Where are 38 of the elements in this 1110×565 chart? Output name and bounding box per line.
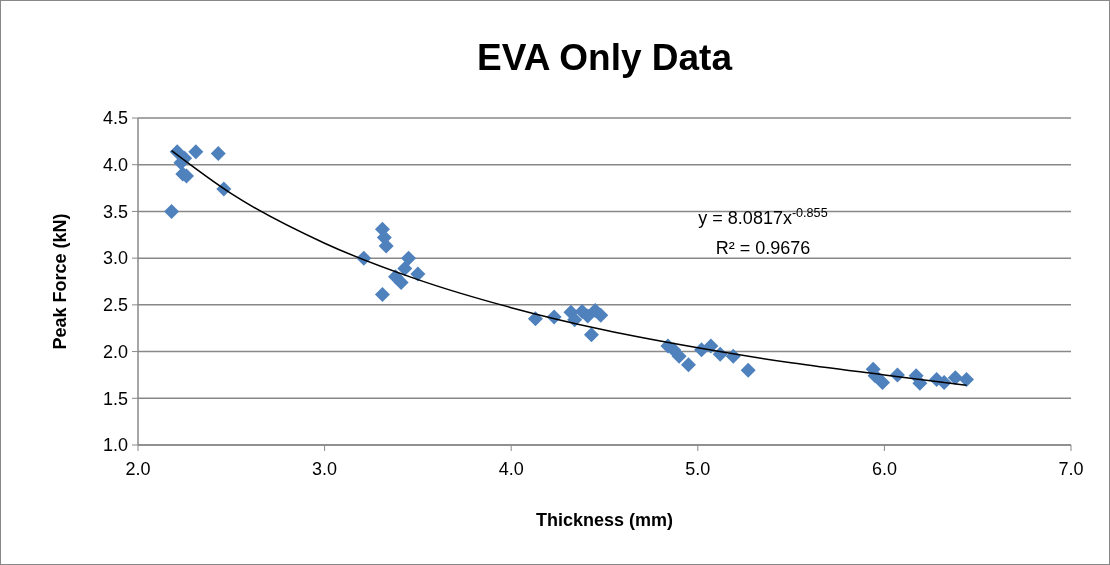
- point: [410, 266, 426, 282]
- y-axis-title: Peak Force (kN): [50, 213, 70, 350]
- x-tick-label: 5.0: [685, 459, 711, 479]
- point: [583, 327, 599, 343]
- y-tick-label: 3.5: [102, 201, 128, 222]
- point: [378, 238, 394, 254]
- point: [374, 287, 390, 303]
- x-tick-label: 7.0: [1058, 459, 1084, 479]
- point: [593, 307, 609, 323]
- point: [875, 374, 891, 390]
- point: [188, 144, 204, 160]
- chart-title: EVA Only Data: [477, 37, 733, 78]
- point: [947, 370, 963, 386]
- point: [210, 146, 226, 161]
- y-tick-label: 1.0: [102, 435, 128, 456]
- point: [959, 372, 974, 388]
- annotation: y = 8.0817x$^{-0.855}$: [698, 206, 828, 228]
- point: [671, 348, 687, 364]
- x-tick-label: 2.0: [125, 459, 151, 479]
- y-tick-label: 1.5: [102, 388, 128, 409]
- annotation: R² = 0.9676: [715, 238, 811, 258]
- point: [393, 274, 409, 290]
- x-axis-title: Thickness (mm): [535, 510, 674, 530]
- x-tick-label: 3.0: [312, 459, 338, 479]
- x-tick-label: 4.0: [498, 459, 524, 479]
- point: [164, 203, 180, 219]
- y-tick-label: 4.0: [102, 155, 128, 176]
- point: [703, 338, 719, 354]
- point: [680, 357, 696, 373]
- point: [527, 311, 543, 327]
- point: [401, 250, 417, 266]
- y-tick-label: 2.5: [102, 295, 128, 316]
- point: [397, 260, 413, 276]
- point: [740, 362, 756, 378]
- x-tick-label: 6.0: [871, 459, 897, 479]
- y-tick-label: 3.0: [102, 248, 128, 269]
- y-tick-label: 2.0: [102, 341, 128, 362]
- y-tick-label: 4.5: [102, 108, 128, 129]
